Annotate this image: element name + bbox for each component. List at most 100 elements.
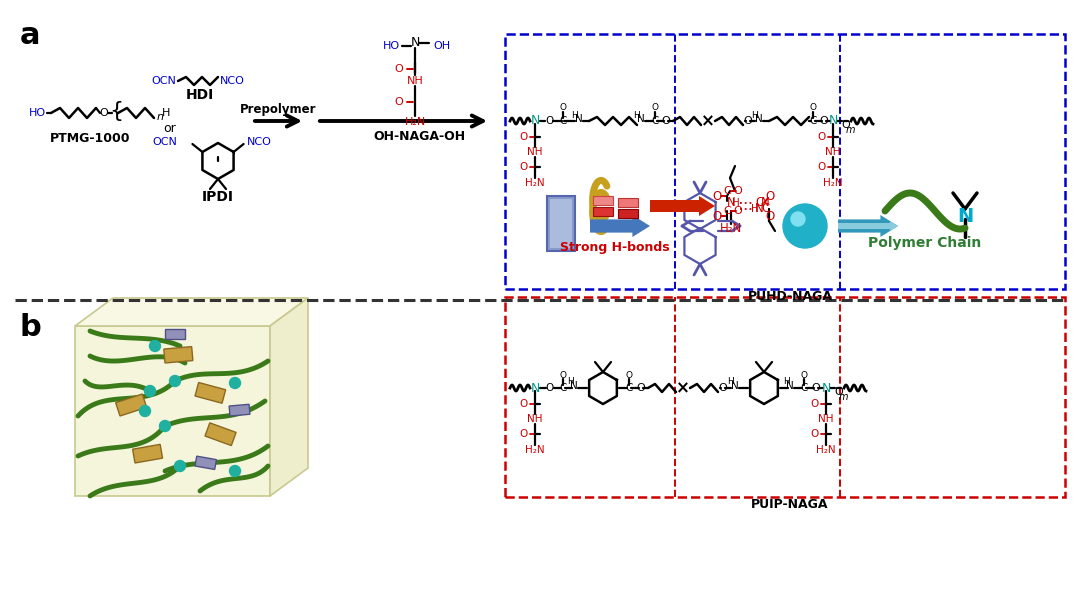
Polygon shape: [838, 221, 897, 231]
Text: N: N: [570, 381, 578, 391]
Text: O: O: [733, 186, 742, 196]
Text: IPDI: IPDI: [202, 190, 234, 204]
Text: O: O: [519, 399, 528, 409]
Text: N: N: [828, 114, 838, 128]
Text: N: N: [576, 114, 583, 124]
Text: C: C: [559, 116, 567, 126]
Text: OCN: OCN: [152, 137, 177, 147]
Text: NH: NH: [527, 147, 543, 157]
Text: O: O: [545, 116, 553, 126]
Text: N: N: [410, 37, 420, 49]
Text: C: C: [724, 206, 731, 216]
Text: O: O: [713, 189, 721, 202]
Text: OH-NAGA-OH: OH-NAGA-OH: [373, 130, 465, 142]
Text: O: O: [545, 383, 554, 393]
Circle shape: [145, 386, 156, 397]
Text: N: N: [727, 197, 735, 210]
Text: H: H: [751, 204, 759, 214]
Text: O: O: [835, 387, 843, 397]
Bar: [618, 209, 638, 218]
Text: NH: NH: [825, 147, 840, 157]
Text: N: N: [530, 381, 540, 395]
Bar: [165, 329, 185, 339]
Text: O: O: [519, 162, 528, 172]
Text: O: O: [636, 383, 646, 393]
Text: O: O: [766, 189, 774, 202]
Polygon shape: [590, 215, 650, 237]
Text: NH: NH: [407, 76, 423, 86]
Text: HDI: HDI: [186, 88, 214, 102]
Text: O: O: [744, 116, 753, 126]
Text: N: N: [821, 381, 831, 395]
Text: or: or: [164, 122, 176, 136]
Text: O: O: [818, 162, 826, 172]
Text: C: C: [559, 383, 567, 393]
Text: PTMG-1000: PTMG-1000: [50, 133, 131, 145]
Bar: [618, 198, 638, 207]
Text: O: O: [811, 429, 819, 439]
Text: {: {: [109, 101, 123, 121]
Text: PUHD-NAGA: PUHD-NAGA: [747, 290, 833, 304]
Text: N: N: [760, 197, 769, 210]
Circle shape: [170, 376, 180, 387]
Text: O: O: [810, 103, 816, 112]
Text: Prepolymer: Prepolymer: [240, 103, 316, 115]
Text: N: N: [755, 202, 764, 216]
Text: H₂N: H₂N: [525, 445, 544, 455]
Circle shape: [229, 466, 241, 477]
Polygon shape: [838, 215, 897, 237]
Text: O: O: [662, 116, 671, 126]
Circle shape: [160, 420, 171, 431]
Bar: [205, 423, 237, 445]
Text: H₂N: H₂N: [816, 445, 836, 455]
Text: O: O: [519, 429, 528, 439]
Polygon shape: [650, 196, 715, 216]
Text: O: O: [820, 116, 828, 126]
Text: O: O: [811, 399, 819, 409]
Text: H: H: [783, 378, 789, 387]
Text: H₂N: H₂N: [823, 178, 842, 188]
Text: O: O: [394, 97, 403, 107]
Circle shape: [783, 204, 827, 248]
Polygon shape: [75, 298, 308, 326]
Text: m: m: [846, 125, 854, 135]
Polygon shape: [75, 326, 270, 496]
Text: N: N: [957, 207, 973, 225]
Text: O: O: [559, 370, 567, 379]
Text: N: N: [731, 381, 739, 391]
Circle shape: [175, 461, 186, 472]
FancyBboxPatch shape: [546, 196, 575, 251]
Text: n: n: [157, 112, 164, 122]
Text: O: O: [800, 370, 808, 379]
Text: N: N: [530, 114, 540, 128]
Text: ×: ×: [676, 379, 690, 397]
Text: H: H: [752, 111, 758, 120]
Bar: [593, 196, 613, 205]
Bar: [505, 34, 1065, 289]
Bar: [164, 346, 193, 363]
Text: NH: NH: [819, 414, 834, 424]
Bar: [593, 207, 613, 216]
Text: C: C: [761, 202, 769, 216]
Text: N: N: [755, 114, 762, 124]
Text: H: H: [571, 111, 579, 120]
Text: H: H: [728, 378, 734, 387]
Text: HO: HO: [29, 108, 46, 118]
Circle shape: [791, 212, 805, 226]
Text: N: N: [786, 381, 794, 391]
Text: OCN: OCN: [151, 76, 176, 86]
Circle shape: [149, 340, 161, 351]
Text: O: O: [625, 370, 633, 379]
Bar: [229, 404, 249, 416]
Text: H₂N: H₂N: [404, 117, 426, 127]
Text: H: H: [567, 378, 573, 387]
Bar: [505, 297, 1065, 497]
Bar: [116, 394, 147, 416]
Text: O: O: [519, 132, 528, 142]
Text: C: C: [800, 383, 808, 393]
Text: O: O: [812, 383, 821, 393]
Text: H: H: [634, 111, 640, 120]
Text: O: O: [733, 206, 742, 216]
Text: O: O: [718, 383, 727, 393]
Bar: [195, 456, 216, 469]
